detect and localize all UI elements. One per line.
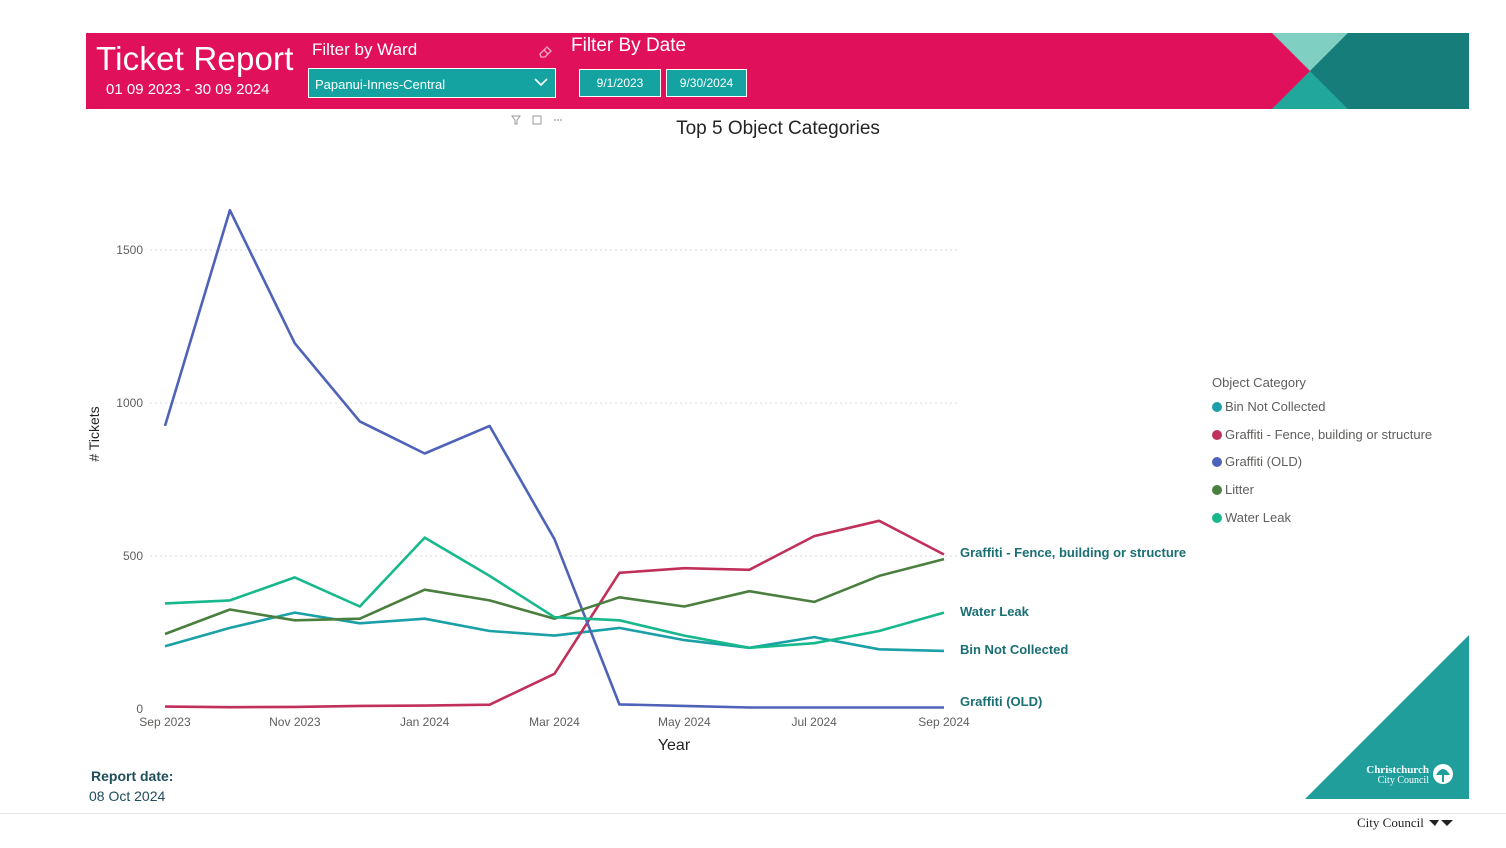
legend-item[interactable]: Graffiti - Fence, building or structure (1212, 427, 1432, 442)
start-date-input[interactable]: 9/1/2023 (579, 69, 661, 97)
filter-icon[interactable] (511, 115, 521, 125)
legend-marker (1212, 512, 1222, 523)
y-tick-label: 1000 (116, 396, 143, 410)
header-decoration (1272, 33, 1469, 109)
legend-label: Graffiti (OLD) (1225, 454, 1303, 470)
series-line[interactable] (164, 611, 945, 653)
chevron-down-icon (534, 78, 548, 87)
legend-label: Litter (1225, 482, 1254, 498)
legend-item[interactable]: Water Leak (1212, 510, 1291, 525)
clear-filter-icon[interactable] (536, 42, 554, 60)
end-date-input[interactable]: 9/30/2024 (666, 69, 747, 97)
series-end-label: Bin Not Collected (960, 642, 1068, 657)
legend-label: Graffiti - Fence, building or structure (1225, 426, 1433, 442)
series-line[interactable] (163, 208, 944, 709)
x-tick-label: Mar 2024 (529, 715, 580, 729)
series-end-label: Water Leak (960, 604, 1030, 619)
visual-header-tools (511, 115, 562, 125)
legend-marker (1212, 402, 1222, 412)
ward-filter-label: Filter by Ward (312, 40, 418, 59)
x-tick-label: May 2024 (658, 715, 711, 729)
chart-series (163, 208, 945, 709)
report-date-range: 01 09 2023 - 30 09 2024 (106, 81, 270, 98)
ward-dropdown[interactable]: Papanui-Innes-Central (308, 68, 556, 98)
legend-marker (1212, 429, 1222, 440)
x-tick-label: Jul 2024 (791, 715, 837, 729)
logo-line2: City Council (1378, 775, 1430, 786)
y-tick-label: 500 (123, 549, 143, 563)
x-axis-label: Year (658, 737, 691, 754)
x-tick-label: Sep 2023 (139, 715, 191, 729)
page-divider (0, 813, 1506, 814)
x-axis-ticks: Sep 2023 Nov 2023 Jan 2024 Mar 2024 May 2024… (139, 715, 970, 729)
legend-label: Water Leak (1225, 509, 1291, 525)
more-options-icon[interactable] (554, 119, 562, 121)
y-tick-label: 0 (136, 702, 143, 716)
y-axis-label: # Tickets (86, 406, 102, 461)
y-axis-ticks: 0 500 1000 1500 (116, 243, 143, 716)
legend-item[interactable]: Bin Not Collected (1212, 399, 1325, 414)
legend-marker (1212, 485, 1222, 496)
series-line[interactable] (164, 557, 945, 636)
footer-logo-text: City Council (1357, 815, 1455, 831)
focus-mode-icon[interactable] (532, 115, 542, 125)
date-filter-label: Filter By Date (571, 35, 687, 56)
legend-title: Object Category (1212, 375, 1306, 390)
legend-item[interactable]: Graffiti (OLD) (1212, 454, 1302, 469)
legend-marker (1212, 457, 1222, 468)
report-date-label: Report date: (91, 768, 174, 784)
x-tick-label: Jan 2024 (400, 715, 450, 729)
series-end-labels: Graffiti - Fence, building or structure W… (960, 545, 1186, 709)
series-line[interactable] (164, 536, 945, 650)
x-tick-label: Nov 2023 (269, 715, 321, 729)
council-logo-corner: Christchurch City Council (1305, 635, 1469, 799)
council-emblem-icon (1433, 764, 1453, 784)
x-tick-label: Sep 2024 (918, 715, 970, 729)
series-end-label: Graffiti - Fence, building or structure (960, 545, 1186, 560)
series-line[interactable] (164, 519, 945, 709)
report-title: Ticket Report (96, 40, 294, 77)
footer-logo-label: City Council (1357, 815, 1424, 830)
chart-title: Top 5 Object Categories (676, 118, 880, 139)
y-tick-label: 1500 (116, 243, 143, 257)
footer-emblem-icon (1429, 820, 1454, 826)
series-end-label: Graffiti (OLD) (960, 694, 1042, 709)
logo-line1: Christchurch (1366, 764, 1429, 776)
legend-label: Bin Not Collected (1225, 399, 1326, 414)
ward-dropdown-value: Papanui-Innes-Central (315, 77, 446, 92)
report-date-value: 08 Oct 2024 (89, 788, 166, 804)
legend-item[interactable]: Litter (1212, 482, 1254, 497)
